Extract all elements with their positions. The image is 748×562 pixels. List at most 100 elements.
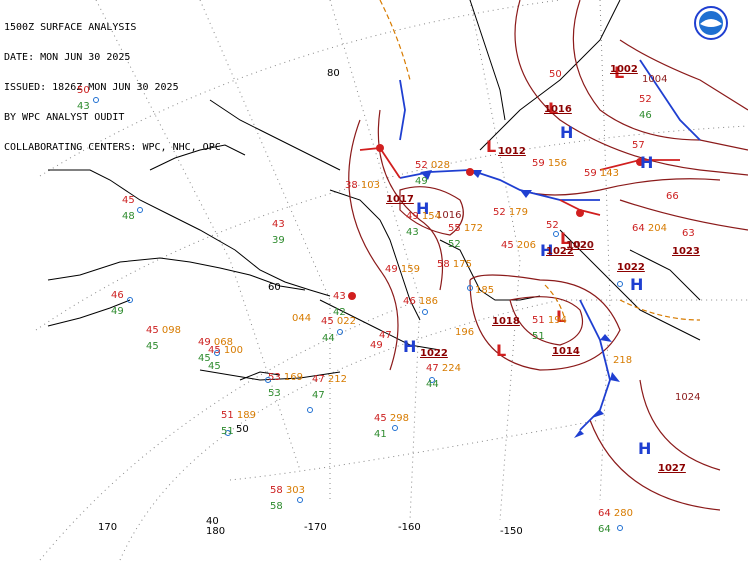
- dewpoint: 46: [639, 110, 652, 121]
- dewpoint: 41: [374, 429, 387, 440]
- isobar-label: 1024: [675, 392, 701, 403]
- station-plot: 52 028 49: [415, 161, 450, 187]
- station-plot: 43 42: [333, 292, 346, 318]
- low-pressure-letter: L: [486, 137, 497, 156]
- dewpoint: 43: [406, 227, 419, 238]
- temperature: 52: [493, 207, 506, 218]
- dewpoint: 49: [415, 176, 428, 187]
- station-plot: 38 103: [345, 181, 380, 191]
- dewpoint: 45: [146, 341, 159, 352]
- station-plot: 43 39: [272, 220, 285, 246]
- low-pressure-value: 1002: [610, 64, 638, 75]
- low-pressure-letter: L: [496, 341, 507, 360]
- pressure: 206: [516, 240, 537, 251]
- low-pressure-value: 1018: [492, 316, 520, 327]
- dewpoint: 51: [221, 426, 234, 437]
- temperature: 45: [146, 325, 159, 336]
- high-pressure-value: 1017: [386, 194, 414, 205]
- temperature: 59: [532, 158, 545, 169]
- high-pressure-letter: H: [560, 123, 574, 142]
- temperature: 53: [268, 372, 281, 383]
- pressure: 143: [599, 168, 620, 179]
- station-plot: 45 206: [501, 241, 536, 251]
- station-plot: 45 022: [321, 317, 356, 327]
- lon-label-180: 180: [206, 526, 226, 537]
- temperature: 64: [598, 508, 611, 519]
- temperature: 64: [632, 223, 645, 234]
- high-pressure-letter: H: [630, 275, 644, 294]
- temperature: 55: [448, 223, 461, 234]
- low-pressure-value: 1012: [498, 146, 526, 157]
- high-pressure-letter: H: [416, 199, 430, 218]
- pressure: 280: [613, 508, 634, 519]
- station-plot: 196: [455, 328, 474, 338]
- surface-troughs: [379, 0, 701, 321]
- pressure: 204: [647, 223, 668, 234]
- dewpoint: 47: [312, 390, 325, 401]
- station-plot: 53 169 53: [268, 373, 303, 399]
- low-pressure-value: 1016: [544, 104, 572, 115]
- station-plot: 63: [682, 229, 695, 239]
- temperature: 49: [385, 264, 398, 275]
- temperature: 43: [272, 219, 285, 230]
- temperature: 51: [221, 410, 234, 421]
- high-pressure-letter: H: [640, 153, 654, 172]
- station-plot: 45 098 45: [146, 326, 181, 352]
- pressure: 156: [547, 158, 568, 169]
- dewpoint: 45: [198, 353, 211, 364]
- temperature: 45: [208, 345, 221, 356]
- temperature: 47: [426, 363, 439, 374]
- pressure: 196: [455, 327, 475, 338]
- temperature: 52: [546, 220, 559, 231]
- isobar-label: 1020: [568, 240, 594, 251]
- pressure: 218: [613, 355, 633, 366]
- low-pressure-letter: L: [556, 307, 567, 326]
- station-plot: 58 303 58: [270, 486, 305, 512]
- station-plot: 218: [613, 356, 632, 366]
- pressure: 022: [336, 316, 357, 327]
- temperature: 47: [312, 374, 325, 385]
- pressure: 028: [430, 160, 451, 171]
- high-pressure-letter: H: [540, 241, 554, 260]
- station-plot: 47: [379, 331, 392, 341]
- low-pressure-value: 1014: [552, 346, 580, 357]
- station-markers: [93, 97, 623, 531]
- station-plot: 59 156: [532, 159, 567, 169]
- pressure: 212: [327, 374, 348, 385]
- lon-label-minus160: -160: [398, 522, 421, 533]
- station-plot: 51 189 51: [221, 411, 256, 437]
- dewpoint: 51: [532, 331, 545, 342]
- temperature: 52: [415, 160, 428, 171]
- lat-label-40: 40: [206, 516, 219, 527]
- station-plot: 45 48: [122, 196, 135, 222]
- header-analyst: BY WPC ANALYST OUDIT: [4, 112, 125, 123]
- high-pressure-value: 1023: [672, 246, 700, 257]
- dewpoint: 64: [598, 524, 611, 535]
- dewpoint: 42: [333, 307, 346, 318]
- high-pressure-value: 1022: [546, 246, 574, 257]
- noaa-logo: [694, 6, 728, 40]
- temperature: 57: [632, 140, 645, 151]
- dewpoint: 52: [448, 239, 461, 250]
- low-pressure-letter: L: [548, 99, 559, 118]
- station-plot: 64 204: [632, 224, 667, 234]
- cold-front-teeth: [420, 170, 620, 438]
- station-plot: 49: [370, 341, 383, 351]
- station-plot: 66: [666, 192, 679, 202]
- temperature: 46: [111, 290, 124, 301]
- temperature: 49: [198, 337, 211, 348]
- temperature: 43: [333, 291, 346, 302]
- temperature: 58: [437, 259, 450, 270]
- pressure: 194: [547, 315, 568, 326]
- dewpoint: 53: [268, 388, 281, 399]
- temperature: 45: [501, 240, 514, 251]
- coastline: [47, 0, 701, 381]
- warm-front-bumps: [348, 144, 644, 300]
- temperature: 49: [370, 340, 383, 351]
- station-plot: 47 224 44: [426, 364, 461, 390]
- header-issued: ISSUED: 1826Z MON JUN 30 2025: [4, 82, 179, 93]
- temperature: 51: [532, 315, 545, 326]
- dewpoint: 39: [272, 235, 285, 246]
- station-plot: 57: [632, 141, 645, 151]
